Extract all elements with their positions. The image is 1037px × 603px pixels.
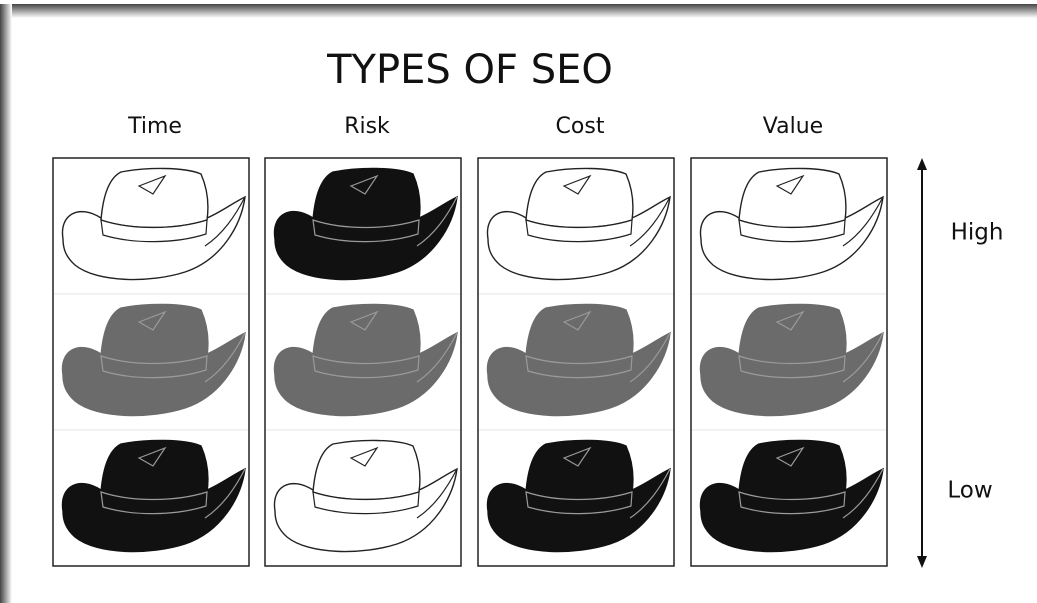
scale-arrow <box>917 158 927 568</box>
column-label: Risk <box>344 114 390 139</box>
hat-band <box>100 355 208 379</box>
hat-brim-curl <box>629 468 671 519</box>
hat-brim-curl <box>842 196 884 247</box>
hat-dent <box>775 446 805 467</box>
hat <box>486 303 671 417</box>
hat <box>699 439 884 553</box>
hat-dent <box>562 310 592 331</box>
hat <box>273 167 458 281</box>
hat-crown <box>312 439 421 501</box>
hat-band <box>100 491 208 515</box>
hat <box>273 303 458 417</box>
title: TYPES OF SEO <box>326 47 613 93</box>
hat-crown <box>525 439 634 501</box>
hat-dent <box>137 174 167 195</box>
hat-dent <box>349 310 379 331</box>
hat-band <box>312 219 420 243</box>
hat <box>486 439 671 553</box>
hat-band <box>312 491 420 515</box>
hat-crown <box>100 303 209 365</box>
hat-crown <box>100 439 209 501</box>
column-label: Cost <box>556 114 605 139</box>
column-label: Time <box>127 114 182 139</box>
hat <box>486 167 671 281</box>
scale-low: Low <box>947 478 992 504</box>
hat <box>61 439 246 553</box>
hat-band <box>100 219 208 243</box>
column-box <box>477 157 675 567</box>
hat <box>273 439 458 553</box>
hat-dent <box>775 174 805 195</box>
column-box <box>690 157 888 567</box>
hat-crown <box>738 439 847 501</box>
hat-crown <box>525 303 634 365</box>
scale-high: High <box>951 220 1004 246</box>
hat-crown <box>100 167 209 229</box>
hat-dent <box>349 446 379 467</box>
hat-brim-curl <box>842 332 884 383</box>
hat-band <box>738 355 846 379</box>
hat-band <box>738 219 846 243</box>
hat-brim-curl <box>416 196 458 247</box>
hat-band <box>525 355 633 379</box>
hat-crown <box>525 167 634 229</box>
frame-shadow <box>0 4 12 603</box>
hat-brim-curl <box>416 332 458 383</box>
hat-grid: Time Risk Cost Value <box>52 114 888 567</box>
hat <box>61 167 246 281</box>
hat-brim-curl <box>629 196 671 247</box>
hat-crown <box>312 167 421 229</box>
hat-crown <box>738 303 847 365</box>
hat-dent <box>775 310 805 331</box>
hat-brim-curl <box>204 468 246 519</box>
hat-dent <box>137 446 167 467</box>
hat-band <box>312 355 420 379</box>
hat <box>699 303 884 417</box>
hat-crown <box>738 167 847 229</box>
hat-dent <box>349 174 379 195</box>
hat-brim-curl <box>629 332 671 383</box>
hat-brim-curl <box>204 196 246 247</box>
hat-dent <box>562 446 592 467</box>
hat-brim-curl <box>204 332 246 383</box>
hat-crown <box>312 303 421 365</box>
hat-dent <box>562 174 592 195</box>
hat-brim-curl <box>842 468 884 519</box>
hat-band <box>525 491 633 515</box>
column-label: Value <box>763 114 823 139</box>
hat-brim-curl <box>416 468 458 519</box>
column-box <box>264 157 462 567</box>
hat-band <box>738 491 846 515</box>
hat <box>61 303 246 417</box>
column-box <box>52 157 250 567</box>
hat <box>699 167 884 281</box>
hat-dent <box>137 310 167 331</box>
frame-shadow <box>0 4 1037 18</box>
hat-band <box>525 219 633 243</box>
